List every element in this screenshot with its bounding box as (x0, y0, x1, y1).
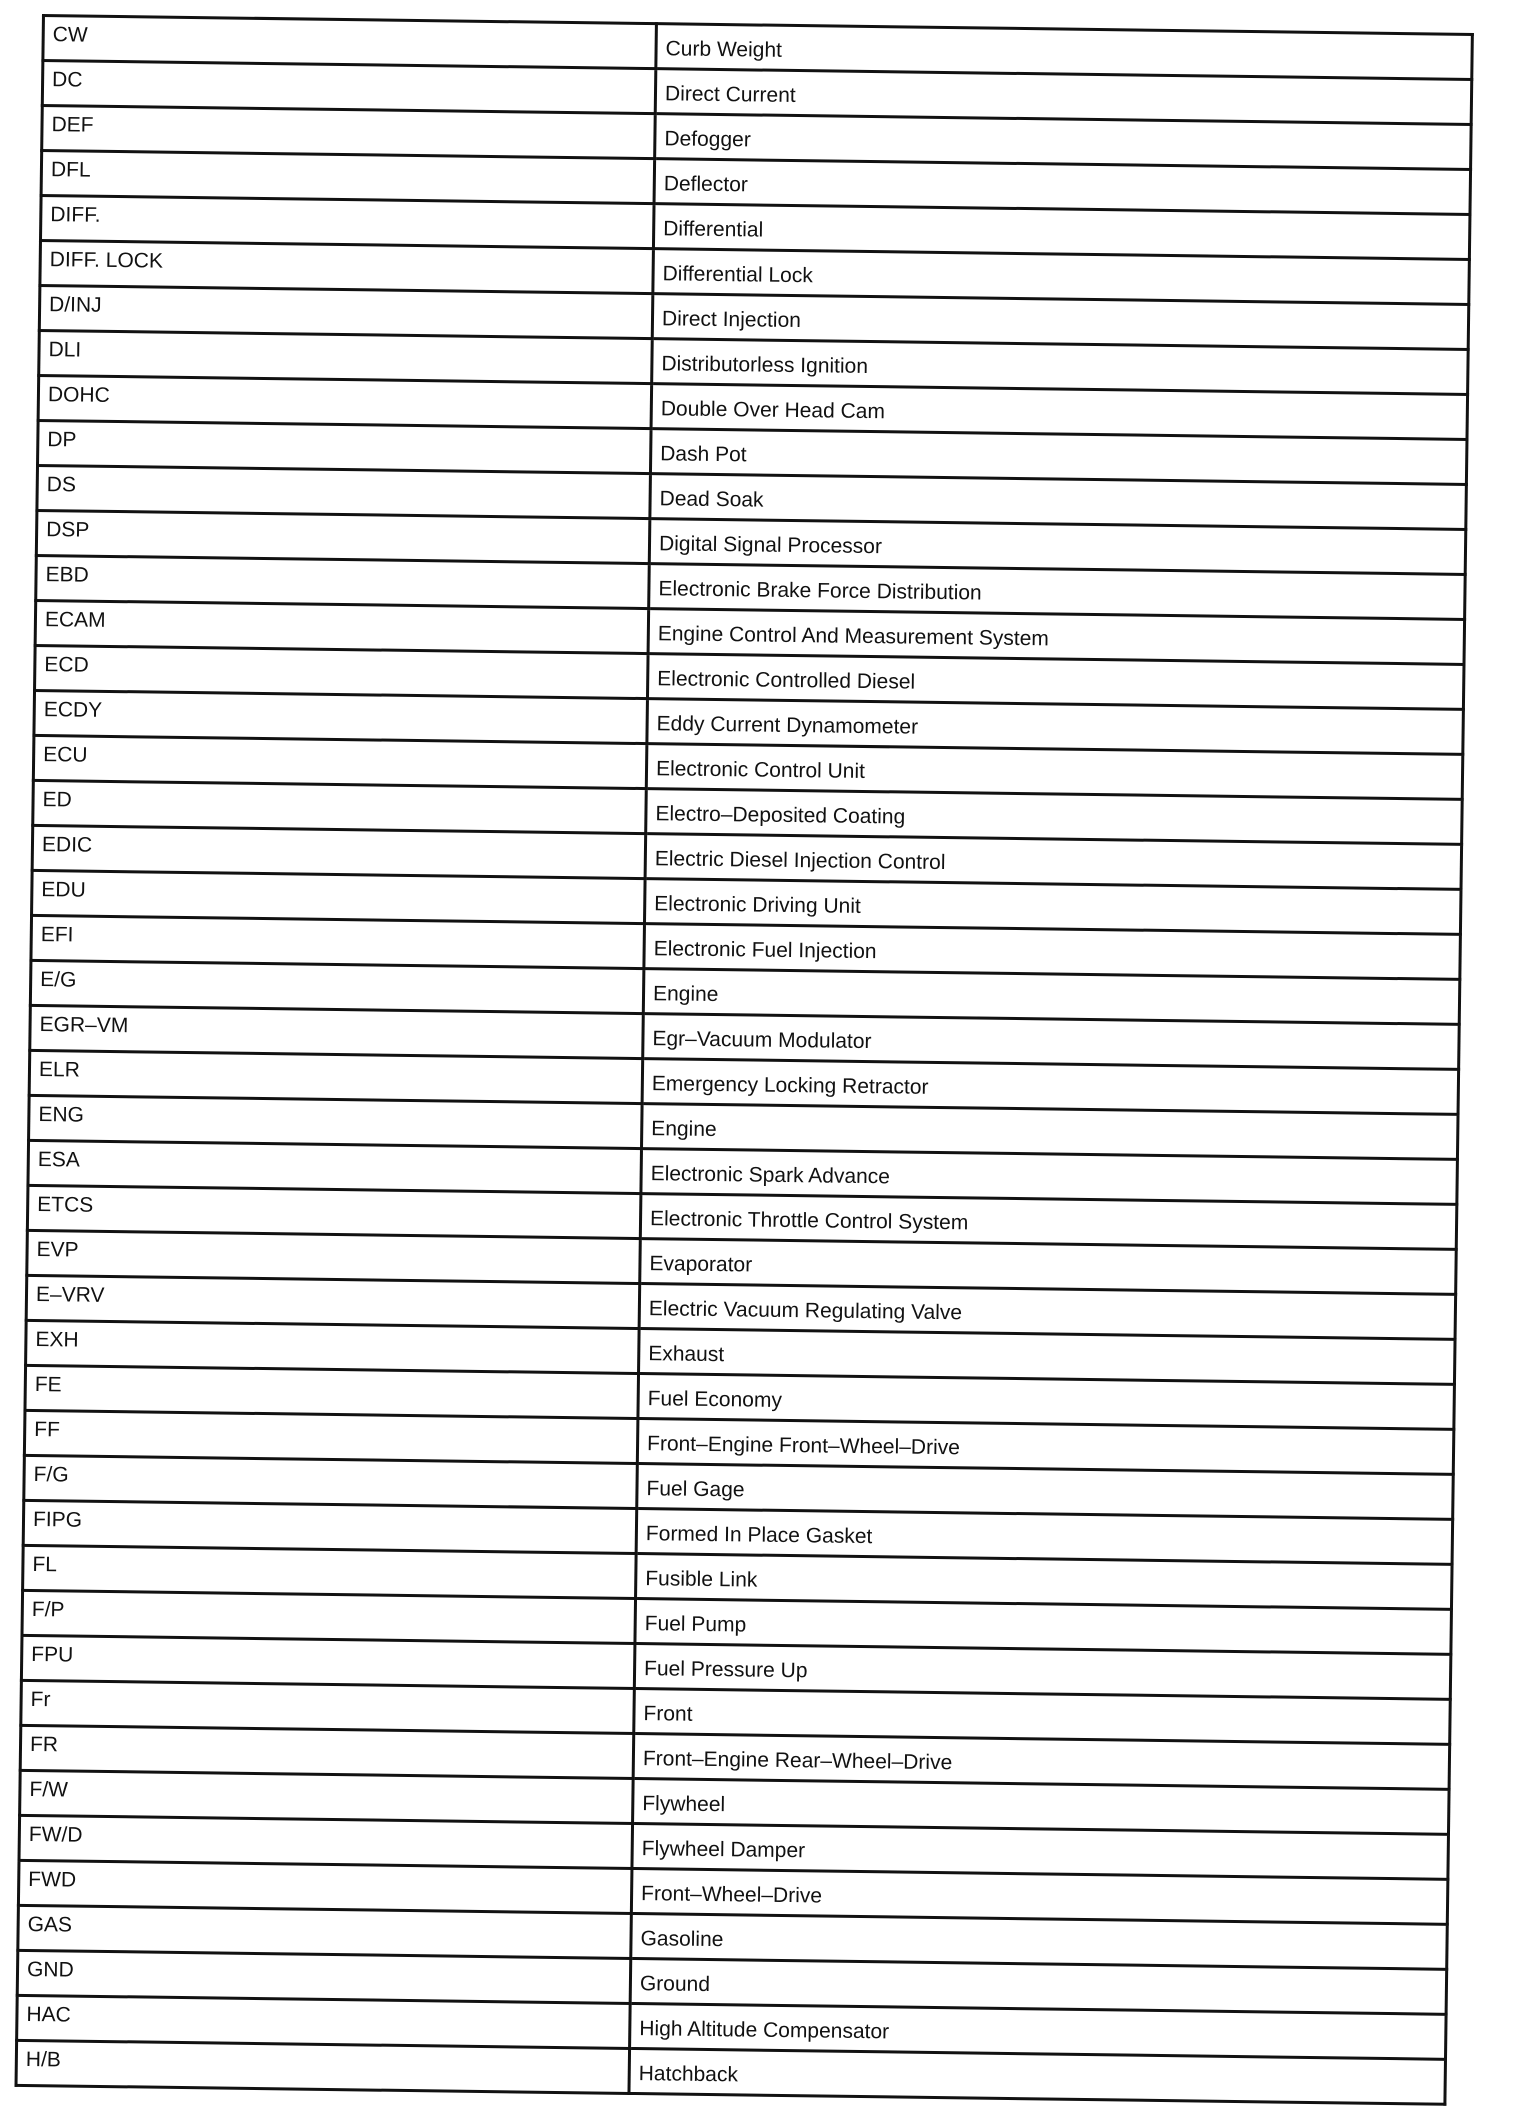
abbreviation-cell: ECAM (35, 600, 649, 654)
abbreviation-cell: EDU (31, 870, 646, 924)
abbreviation-cell: HAC (16, 1995, 631, 2049)
abbreviation-cell: CW (42, 15, 657, 69)
abbreviation-table-body: CW Curb Weight DC Direct Current DEF Defogger… (16, 15, 1473, 2105)
abbreviation-cell: EDIC (32, 825, 646, 879)
abbreviation-cell: ESA (27, 1140, 642, 1194)
abbreviation-cell: ELR (29, 1050, 643, 1104)
abbreviation-cell: FW/D (19, 1815, 633, 1869)
abbreviation-cell: FE (24, 1365, 639, 1419)
abbreviation-cell: DLI (38, 330, 653, 384)
abbreviation-table: CW Curb Weight DC Direct Current DEF Defogger… (15, 14, 1474, 2106)
abbreviation-cell: FPU (21, 1635, 635, 1689)
abbreviation-cell: DP (37, 420, 652, 474)
abbreviation-cell: F/P (21, 1590, 636, 1644)
abbreviation-cell: ETCS (27, 1185, 641, 1239)
abbreviation-cell: ECD (34, 645, 649, 699)
abbreviation-cell: ENG (28, 1095, 643, 1149)
abbreviation-cell: EGR–VM (29, 1005, 644, 1059)
abbreviation-cell: E/G (30, 960, 644, 1014)
abbreviation-cell: DIFF. LOCK (39, 240, 654, 294)
abbreviation-cell: GAS (17, 1905, 632, 1959)
abbreviation-cell: DFL (41, 150, 655, 204)
abbreviation-cell: FWD (18, 1860, 632, 1914)
abbreviation-cell: EXH (25, 1320, 640, 1374)
abbreviation-sheet: CW Curb Weight DC Direct Current DEF Defogger… (15, 14, 1474, 2106)
abbreviation-cell: F/G (23, 1455, 638, 1509)
abbreviation-cell: FL (22, 1545, 637, 1599)
abbreviation-cell: DS (36, 465, 651, 519)
abbreviation-cell: D/INJ (39, 285, 653, 339)
abbreviation-cell: FR (20, 1725, 634, 1779)
abbreviation-cell: DSP (36, 510, 650, 564)
abbreviation-cell: F/W (19, 1770, 634, 1824)
abbreviation-cell: H/B (16, 2040, 630, 2094)
abbreviation-cell: FIPG (23, 1500, 637, 1554)
abbreviation-cell: Fr (20, 1680, 635, 1734)
abbreviation-cell: FF (24, 1410, 638, 1464)
abbreviation-cell: DC (42, 60, 656, 114)
abbreviation-cell: ECU (33, 735, 647, 789)
abbreviation-cell: DIFF. (40, 195, 655, 249)
abbreviation-cell: E–VRV (26, 1275, 640, 1329)
abbreviation-cell: EFI (30, 915, 645, 969)
meaning-cell: Hatchback (628, 2048, 1446, 2105)
abbreviation-cell: GND (17, 1950, 631, 2004)
abbreviation-cell: EVP (26, 1230, 641, 1284)
abbreviation-cell: EBD (35, 555, 650, 609)
abbreviation-cell: ED (32, 780, 647, 834)
abbreviation-cell: DOHC (38, 375, 652, 429)
abbreviation-cell: DEF (41, 105, 656, 159)
abbreviation-cell: ECDY (33, 690, 648, 744)
